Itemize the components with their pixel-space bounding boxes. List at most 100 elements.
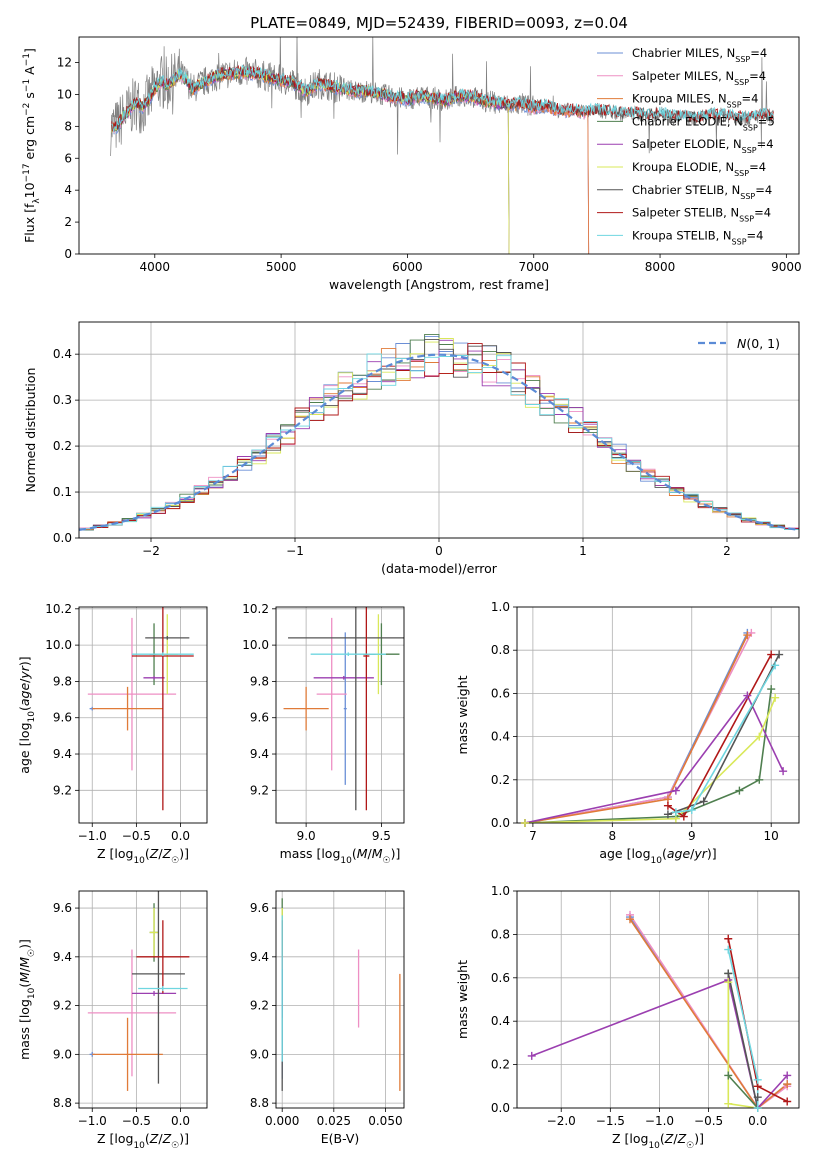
weight-line xyxy=(524,632,753,823)
y-tick-label: 9.6 xyxy=(53,901,72,915)
label-part: ☉ xyxy=(171,1141,179,1151)
x-tick-label: −2 xyxy=(142,544,160,558)
label-part: Z xyxy=(677,1131,687,1146)
label-part: mass [log xyxy=(17,999,32,1060)
legend-label: Kroupa MILES, NSSP=4 xyxy=(632,92,758,110)
weight-line xyxy=(524,697,776,823)
y-axis-label: Flux [fλ10−17 erg cm−2 s−1 A−1] xyxy=(22,48,42,243)
plot-area xyxy=(79,333,799,531)
axes-frame xyxy=(78,606,208,824)
data-point xyxy=(92,686,163,731)
x-tick-label: 0.0 xyxy=(748,1114,767,1128)
label-part: / xyxy=(158,846,163,861)
data-point xyxy=(92,1017,163,1091)
x-tick-label: 1 xyxy=(579,544,587,558)
label-part: yr xyxy=(693,846,707,861)
plus-marker xyxy=(520,819,529,827)
label-part: ☉ xyxy=(383,856,391,866)
data-point xyxy=(136,920,190,994)
y-axis-label: Normed distribution xyxy=(23,368,38,493)
plot-area xyxy=(281,898,401,1091)
data-point xyxy=(145,636,190,640)
plot-area xyxy=(87,891,190,1091)
y-tick-label: 8 xyxy=(64,119,72,133)
axes-frame xyxy=(516,606,800,824)
legend-label: Kroupa ELODIE, NSSP=4 xyxy=(632,160,766,178)
x-tick-label: 8 xyxy=(609,829,617,843)
x-tick-label: 0.0 xyxy=(171,829,190,843)
model-spectrum xyxy=(111,67,590,254)
legend-label-sub: SSP xyxy=(727,100,742,109)
label-part: 10 xyxy=(133,856,145,866)
x-tick-label: 0.000 xyxy=(265,1114,299,1128)
x-tick-label: 7 xyxy=(529,829,537,843)
x-axis-label: (data-model)/error xyxy=(381,561,498,576)
label-part: λ xyxy=(32,198,42,204)
label-part: 10 xyxy=(27,987,37,999)
x-axis-label: Z [log10(Z/Z☉)] xyxy=(97,1131,189,1151)
normal-curve xyxy=(79,353,799,531)
label-part: / xyxy=(368,846,373,861)
residual-histogram xyxy=(79,339,799,530)
x-axis-label: E(B-V) xyxy=(321,1131,360,1146)
y-tick-label: 10 xyxy=(57,87,72,101)
data-point xyxy=(283,686,329,731)
weight-line xyxy=(727,973,759,1108)
data-point xyxy=(87,617,177,771)
label-part: age xyxy=(667,846,691,861)
y-tick-label: 9.4 xyxy=(250,747,269,761)
legend-label-main: Salpeter STELIB, N xyxy=(632,206,739,220)
x-tick-label: −1.0 xyxy=(645,1114,674,1128)
label-part: Z [log xyxy=(612,1131,648,1146)
plot-area xyxy=(87,607,194,811)
label-part: −17 xyxy=(22,163,32,182)
plus-marker xyxy=(625,915,634,924)
plus-marker xyxy=(771,693,780,702)
label-part: )] xyxy=(694,1131,704,1146)
plus-marker xyxy=(724,969,733,978)
x-tick-label: −0.5 xyxy=(122,829,151,843)
label-part: 10 xyxy=(651,856,663,866)
label-part: / xyxy=(158,1131,163,1146)
data-point xyxy=(131,990,177,996)
model-spectrum xyxy=(111,64,774,133)
x-tick-label: −1 xyxy=(286,544,304,558)
legend-label-sub: SSP xyxy=(740,191,755,200)
label-part: −2 xyxy=(22,103,32,116)
x-tick-label: −1.0 xyxy=(78,829,107,843)
label-part: age [log xyxy=(599,846,650,861)
legend-label-main: Kroupa STELIB, N xyxy=(632,228,732,242)
y-axis-label: mass weight xyxy=(455,960,470,1039)
y-tick-label: 0.2 xyxy=(491,1058,510,1072)
plot-area xyxy=(283,607,404,811)
y-tick-label: 0.6 xyxy=(491,686,510,700)
x-axis-label: Z [log10(Z/Z☉)] xyxy=(97,846,189,866)
x-axis-label: mass [log10(M/M☉)] xyxy=(280,846,401,866)
x-tick-label: 9.0 xyxy=(297,829,316,843)
panel-mass-vs-ebv: 0.000 0.025 0.050 8.8 9.0 9.2 9.4 9.6 E(B-V) xyxy=(250,890,405,1146)
x-tick-label: 0 xyxy=(435,544,443,558)
label-part: Z xyxy=(162,1131,172,1146)
y-tick-label: 8.8 xyxy=(250,1096,269,1110)
plus-marker xyxy=(699,797,708,806)
plus-marker xyxy=(724,1071,733,1080)
label-part: )] xyxy=(179,846,189,861)
x-tick-label: 9.5 xyxy=(372,829,391,843)
y-axis-label: age [log10(age/yr)] xyxy=(17,656,37,773)
legend-label-main: Salpeter MILES, N xyxy=(632,69,734,83)
label-part: ( xyxy=(662,846,667,861)
x-tick-label: −2.0 xyxy=(547,1114,576,1128)
label-part: )] xyxy=(179,1131,189,1146)
label-part: 10 xyxy=(22,182,37,198)
plus-marker xyxy=(724,934,733,943)
y-tick-label: 9.2 xyxy=(53,999,72,1013)
y-tick-label: 0.4 xyxy=(491,730,510,744)
data-point xyxy=(131,891,185,1084)
label-part: Z xyxy=(149,1131,159,1146)
legend-label: Chabrier MILES, NSSP=4 xyxy=(632,46,767,64)
data-point xyxy=(138,986,188,991)
weight-line xyxy=(667,654,772,818)
y-tick-label: 0.8 xyxy=(491,927,510,941)
legend-label: Kroupa STELIB, NSSP=4 xyxy=(632,228,763,246)
